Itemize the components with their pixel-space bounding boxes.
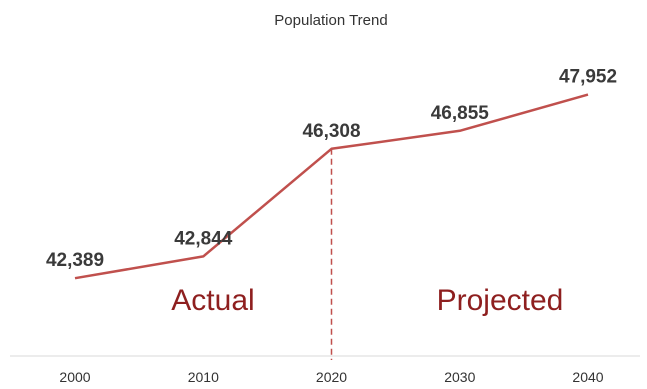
x-tick-label: 2030 [444,369,475,385]
region-label-actual: Actual [171,284,254,317]
data-label: 42,389 [46,250,104,271]
data-label: 46,855 [431,103,490,124]
x-tick-label: 2010 [188,369,219,385]
data-label: 46,308 [302,121,360,142]
data-labels: 42,389 42,844 46,308 46,855 47,952 [46,67,617,272]
x-tick-label: 2040 [572,369,603,385]
x-axis-ticks: 2000 2010 2020 2030 2040 [59,369,603,385]
chart-title: Population Trend [274,12,387,29]
data-label: 47,952 [559,67,617,88]
data-label: 42,844 [174,228,233,249]
region-label-projected: Projected [437,284,564,317]
population-series-line [74,93,589,280]
x-tick-label: 2000 [59,369,90,385]
x-tick-label: 2020 [316,369,347,385]
